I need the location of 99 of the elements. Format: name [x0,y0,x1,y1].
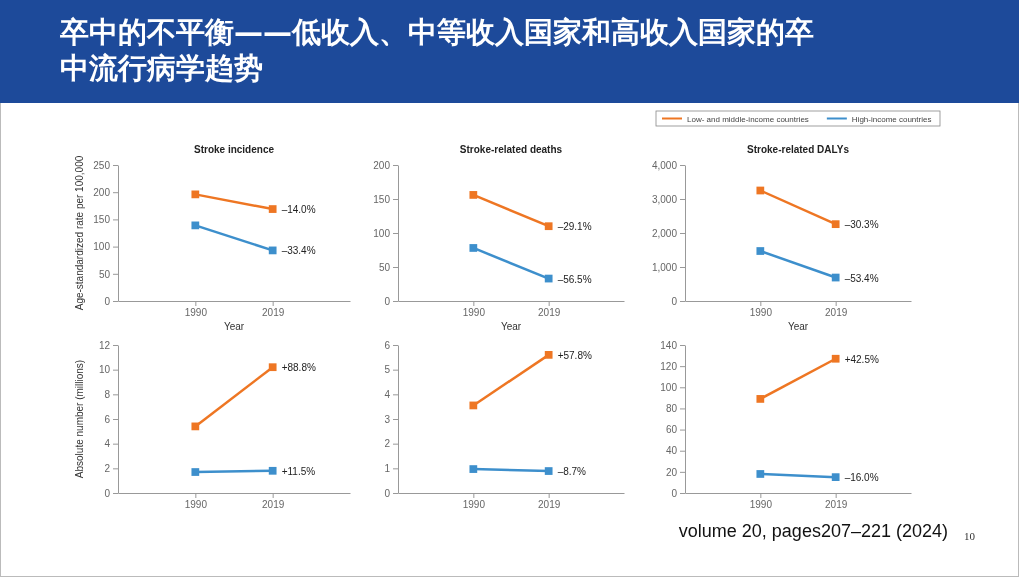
annotation: –8.7% [557,466,587,478]
annotation: +57.8% [557,349,592,361]
x-tick-label: 1990 [184,499,208,511]
y-tick-label: 6 [384,339,391,351]
x-tick-label: 1990 [462,307,486,319]
annotation: –14.0% [281,204,316,216]
point [469,401,478,410]
legend-label: Low- and middle-income countries [687,114,809,124]
point [191,190,200,199]
y-tick-label: 200 [373,159,391,171]
annotation: +88.8% [281,362,316,374]
y-tick-label: 12 [98,339,111,351]
y-tick-label: 150 [373,193,391,205]
y-tick-label: 1,000 [651,261,678,273]
chart-title: Stroke-related DALYs [747,144,850,155]
y-tick-label: 50 [98,268,111,280]
y-tick-label: 0 [104,295,111,307]
x-tick-label: 1990 [184,307,208,319]
x-tick-label: 2019 [538,499,561,511]
point [831,354,840,363]
y-tick-label: 100 [93,241,111,253]
point [469,465,478,473]
annotation: –53.4% [844,272,879,284]
y-tick-label: 100 [660,381,678,393]
point [268,246,277,255]
point [756,470,765,478]
legend-label: High-income countries [851,114,932,124]
y-axis-title: Age-standardized rate per 100,000 [74,155,85,311]
x-tick-label: 1990 [462,499,486,511]
point [268,466,277,475]
text: volume 20, pages207–221 (2024) [678,521,948,541]
y-tick-label: 250 [93,159,111,171]
y-tick-label: 8 [104,389,111,401]
point [831,273,840,282]
point [756,247,765,255]
x-tick-label: 2019 [825,499,848,511]
y-tick-label: 2 [104,463,111,475]
text: 卒中的不平衡——低收入、中等收入国家和高收入国家的卒中流行病学趋势 [59,15,814,85]
y-tick-label: 0 [384,487,391,499]
point [191,221,200,230]
point [831,473,840,482]
y-tick-label: 0 [671,487,678,499]
y-tick-label: 1 [384,463,391,475]
y-tick-label: 2 [384,438,391,450]
y-tick-label: 0 [104,487,111,499]
y-tick-label: 0 [671,295,678,307]
point [268,363,277,372]
y-tick-label: 5 [384,364,391,376]
point [831,220,840,229]
y-tick-label: 10 [98,364,111,376]
y-tick-label: 120 [660,360,678,372]
y-tick-label: 2,000 [651,227,678,239]
annotation: –29.1% [557,221,592,233]
y-tick-label: 4,000 [651,159,678,171]
text: 10 [964,530,976,542]
annotation: –16.0% [844,472,879,484]
point [191,422,200,431]
x-tick-label: 1990 [749,307,773,319]
point [544,274,553,283]
point [544,350,553,359]
x-tick-label: 1990 [749,499,773,511]
x-axis-title: Year [500,321,522,332]
y-tick-label: 40 [665,445,678,457]
y-axis-title: Absolute number (millions) [74,359,85,479]
x-axis-title: Year [787,321,809,332]
y-tick-label: 3,000 [651,193,678,205]
y-tick-label: 0 [384,295,391,307]
x-tick-label: 2019 [538,307,561,319]
x-tick-label: 2019 [262,307,285,319]
annotation: +42.5% [844,353,879,365]
point [469,244,478,252]
chart-title: Stroke-related deaths [459,144,563,155]
annotation: –56.5% [557,273,592,285]
y-tick-label: 4 [384,389,391,401]
y-tick-label: 60 [665,424,678,436]
annotation: +11.5% [281,465,316,477]
y-tick-label: 4 [104,438,111,450]
x-tick-label: 2019 [825,307,848,319]
y-tick-label: 20 [665,466,678,478]
point [469,191,478,199]
annotation: –30.3% [844,219,879,231]
y-tick-label: 6 [104,413,111,425]
point [544,467,553,475]
y-tick-label: 150 [93,214,111,226]
y-tick-label: 50 [378,261,391,273]
point [544,222,553,231]
x-axis-title: Year [223,321,245,332]
point [191,468,200,476]
y-tick-label: 100 [373,227,391,239]
chart-title: Stroke incidence [193,144,275,155]
annotation: –33.4% [281,245,316,257]
x-tick-label: 2019 [262,499,285,511]
y-tick-label: 3 [384,413,391,425]
point [756,395,765,403]
y-tick-label: 140 [660,339,678,351]
y-tick-label: 80 [665,403,678,415]
point [268,205,277,213]
point [756,186,765,195]
y-tick-label: 200 [93,186,111,198]
